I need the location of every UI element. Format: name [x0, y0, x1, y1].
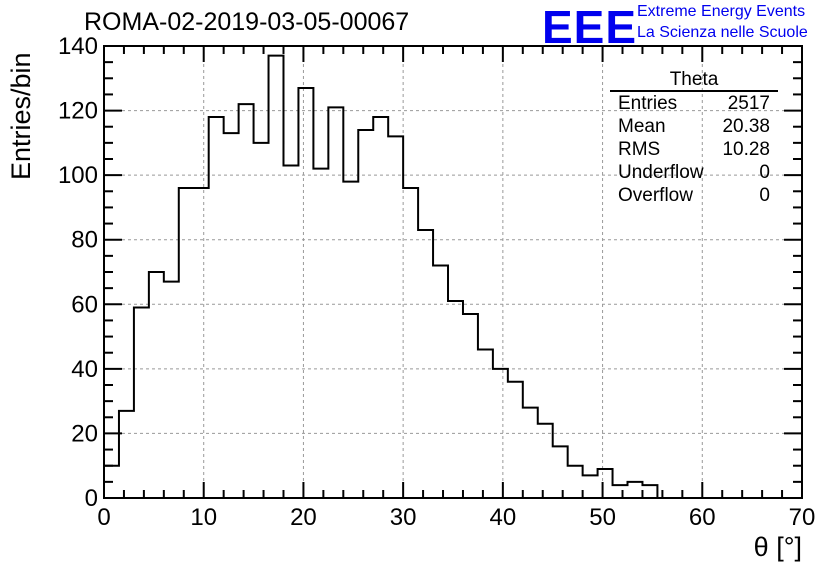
y-tick-label: 60 — [71, 291, 98, 318]
x-tick-label: 50 — [589, 504, 616, 531]
histogram-bin — [433, 266, 448, 498]
histogram-bin — [628, 482, 643, 498]
x-tick-label: 10 — [190, 504, 217, 531]
histogram-bin — [523, 408, 538, 498]
histogram-bin — [119, 411, 134, 498]
histogram-bin — [328, 107, 343, 498]
histogram-bin — [478, 349, 493, 498]
histogram-bin — [553, 446, 568, 498]
histogram-bin — [598, 469, 613, 498]
x-axis-label: θ [°] — [753, 532, 802, 562]
logo-subtitle-1: Extreme Energy Events — [637, 3, 806, 20]
histogram-bin — [164, 282, 179, 498]
x-tick-label: 60 — [689, 504, 716, 531]
histogram-bin — [583, 475, 598, 498]
stats-row: Underflow 0 — [610, 161, 778, 184]
stats-box: Theta Entries 2517 Mean 20.38 RMS 10.28 … — [610, 70, 778, 207]
histogram-bin — [254, 143, 269, 498]
stats-row: Mean 20.38 — [610, 115, 778, 138]
histogram-bin — [373, 117, 388, 498]
histogram-bin — [194, 188, 209, 498]
stats-label: Underflow — [618, 162, 704, 183]
stats-title: Theta — [610, 70, 778, 92]
histogram-line — [103, 54, 659, 498]
histogram-bin — [613, 485, 628, 498]
stats-value: 0 — [759, 162, 770, 183]
histogram-bin — [642, 485, 657, 498]
histogram-bin — [448, 301, 463, 498]
histogram-bin — [388, 136, 403, 498]
x-tick-label: 0 — [97, 504, 110, 531]
y-tick-label: 80 — [71, 227, 98, 254]
tick-labels: 0 10 20 30 40 50 60 70 0 20 40 60 80 100 120 140 — [58, 33, 815, 531]
histogram-bin — [134, 308, 149, 498]
stats-label: Entries — [618, 93, 678, 114]
y-tick-label: 140 — [58, 33, 98, 60]
stats-row: Entries 2517 — [610, 92, 778, 115]
histogram-bin — [418, 230, 433, 498]
histogram-bin — [358, 130, 373, 498]
histogram-bin — [209, 117, 224, 498]
histogram-bin — [298, 88, 313, 498]
histogram-bin — [239, 104, 254, 498]
y-tick-label: 40 — [71, 356, 98, 383]
histogram-bin — [343, 182, 358, 498]
histogram-bin — [283, 165, 298, 498]
stats-label: RMS — [618, 139, 661, 160]
histogram-bin — [403, 188, 418, 498]
stats-row: RMS 10.28 — [610, 138, 778, 161]
histogram-bin — [538, 424, 553, 498]
histogram-bin — [224, 133, 239, 498]
stats-value: 2517 — [727, 93, 770, 114]
x-tick-label: 30 — [390, 504, 417, 531]
grid-lines — [104, 46, 802, 498]
y-axis-label: Entries/bin — [6, 52, 36, 180]
stats-label: Mean — [618, 116, 666, 137]
stats-value: 0 — [759, 185, 770, 206]
x-tick-label: 70 — [789, 504, 816, 531]
histogram-bin — [463, 314, 478, 498]
histogram-bin — [568, 466, 583, 498]
stats-value: 20.38 — [722, 116, 770, 137]
y-tick-label: 100 — [58, 162, 98, 189]
histogram-bin — [179, 188, 194, 498]
histogram-series — [103, 54, 659, 498]
stats-row: Overflow 0 — [610, 184, 778, 207]
y-tick-label: 120 — [58, 98, 98, 125]
plot-frame — [103, 45, 803, 499]
x-tick-label: 20 — [290, 504, 317, 531]
histogram-bin — [149, 272, 164, 498]
eee-logo: EEE — [542, 1, 638, 53]
y-tick-label: 0 — [85, 485, 98, 512]
logo-subtitle-2: La Scienza nelle Scuole — [637, 24, 808, 41]
histogram-bin — [269, 56, 284, 498]
stats-label: Overflow — [618, 185, 693, 206]
chart-title: ROMA-02-2019-03-05-00067 — [84, 8, 410, 36]
x-tick-label: 40 — [490, 504, 517, 531]
y-tick-label: 20 — [71, 420, 98, 447]
histogram-bin — [313, 169, 328, 498]
histogram-bin — [508, 382, 523, 498]
stats-value: 10.28 — [722, 139, 770, 160]
